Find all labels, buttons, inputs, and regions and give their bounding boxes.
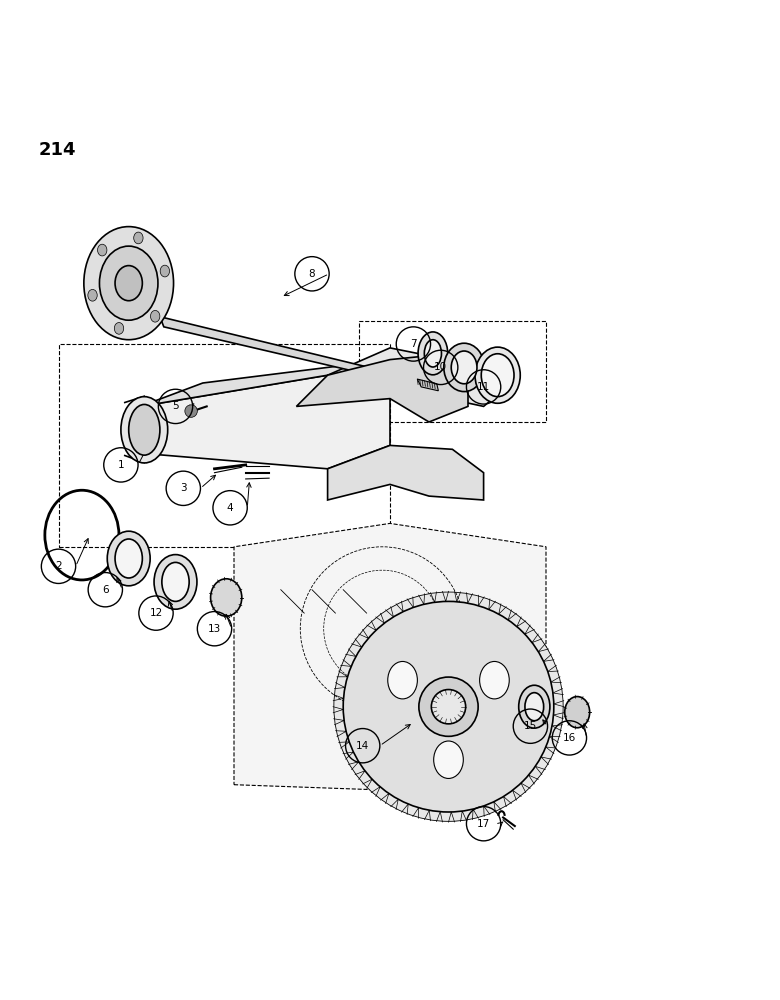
Ellipse shape — [475, 347, 520, 403]
Text: 2: 2 — [55, 561, 62, 571]
Text: 1: 1 — [118, 460, 124, 470]
Ellipse shape — [160, 265, 169, 277]
Ellipse shape — [565, 697, 590, 728]
Ellipse shape — [121, 397, 168, 463]
Ellipse shape — [525, 693, 544, 721]
Polygon shape — [417, 379, 438, 391]
Ellipse shape — [151, 310, 160, 322]
Text: 13: 13 — [208, 624, 221, 634]
Ellipse shape — [84, 227, 173, 340]
Text: 14: 14 — [356, 741, 369, 751]
Text: 17: 17 — [477, 819, 490, 829]
Ellipse shape — [451, 351, 477, 384]
Polygon shape — [234, 523, 546, 792]
Text: 4: 4 — [227, 503, 233, 513]
Polygon shape — [296, 356, 468, 422]
Circle shape — [343, 601, 554, 812]
Text: 12: 12 — [150, 608, 162, 618]
Circle shape — [419, 677, 478, 736]
Text: 11: 11 — [477, 382, 490, 392]
Ellipse shape — [98, 244, 107, 256]
Circle shape — [185, 405, 197, 417]
Polygon shape — [140, 360, 390, 406]
Text: 16: 16 — [563, 733, 576, 743]
Text: 10: 10 — [434, 362, 447, 372]
Text: 6: 6 — [102, 585, 108, 595]
Ellipse shape — [519, 685, 550, 728]
Ellipse shape — [418, 332, 448, 375]
Ellipse shape — [388, 661, 417, 699]
Circle shape — [431, 690, 466, 724]
Circle shape — [334, 592, 563, 821]
Ellipse shape — [115, 539, 143, 578]
Ellipse shape — [115, 323, 124, 334]
Ellipse shape — [133, 232, 143, 244]
Polygon shape — [328, 445, 484, 500]
Polygon shape — [140, 375, 390, 469]
Ellipse shape — [100, 246, 158, 320]
Polygon shape — [328, 348, 507, 406]
Ellipse shape — [108, 531, 150, 586]
Ellipse shape — [481, 354, 514, 397]
Ellipse shape — [424, 340, 441, 367]
Text: 7: 7 — [410, 339, 417, 349]
Text: 214: 214 — [39, 141, 76, 159]
Ellipse shape — [434, 741, 463, 778]
Text: 3: 3 — [180, 483, 186, 493]
Ellipse shape — [88, 289, 98, 301]
Text: 15: 15 — [524, 721, 537, 731]
Ellipse shape — [162, 562, 189, 601]
Ellipse shape — [129, 404, 160, 455]
Text: 5: 5 — [172, 401, 179, 411]
Ellipse shape — [444, 343, 484, 392]
Ellipse shape — [480, 661, 509, 699]
Ellipse shape — [115, 266, 143, 301]
Polygon shape — [160, 317, 421, 387]
Ellipse shape — [154, 555, 197, 609]
Ellipse shape — [211, 579, 242, 616]
Text: 8: 8 — [309, 269, 315, 279]
